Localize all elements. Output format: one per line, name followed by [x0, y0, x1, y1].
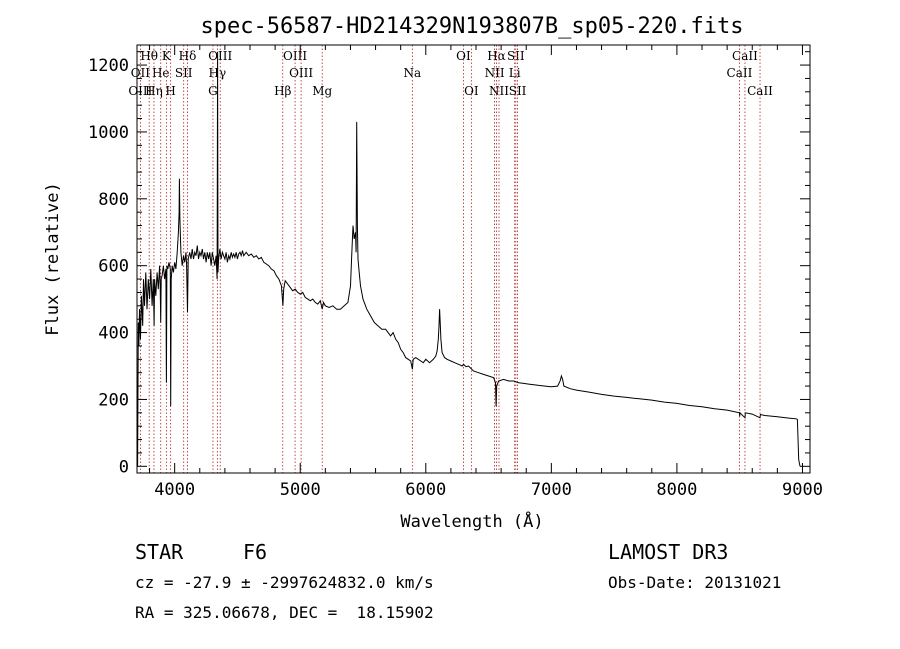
- spectral-line-label: Hβ: [274, 84, 291, 98]
- x-tick-label: 4000: [154, 480, 195, 500]
- spectral-line-label: SII: [509, 84, 527, 98]
- ra-dec-line: RA = 325.06678, DEC = 18.15902: [135, 603, 434, 622]
- survey-name: LAMOST DR3: [608, 540, 729, 564]
- x-tick-label: 5000: [280, 480, 321, 500]
- spectral-line-label: Hα: [487, 49, 506, 63]
- x-tick-label: 7000: [531, 480, 572, 500]
- spectral-line-label: OI: [456, 49, 471, 63]
- y-tick-label: 1000: [88, 123, 129, 143]
- spectral-line-label: Hθ: [140, 49, 158, 63]
- y-tick-label: 400: [98, 324, 129, 344]
- y-tick-label: 1200: [88, 56, 129, 76]
- spectral-line-label: Na: [404, 66, 422, 80]
- spectral-line-label: He: [152, 66, 170, 80]
- spectral-line-label: G: [208, 84, 218, 98]
- spectral-line-label: OIII: [283, 49, 307, 63]
- y-tick-label: 200: [98, 390, 129, 410]
- x-axis-label: Wavelength (Å): [400, 510, 543, 532]
- x-tick-label: 6000: [405, 480, 446, 500]
- spectral-line-label: Hδ: [179, 49, 197, 63]
- spectral-line-label: NII: [489, 84, 509, 98]
- spectral-line-label: Mg: [312, 84, 332, 98]
- redshift-line: cz = -27.9 ± -2997624832.0 km/s: [135, 573, 434, 592]
- plot-frame: [136, 44, 811, 474]
- spectral-line-label: OII: [131, 66, 151, 80]
- y-tick-label: 0: [119, 457, 129, 477]
- x-tick-label: 9000: [782, 480, 823, 500]
- spectral-line-label: OIII: [289, 66, 313, 80]
- y-tick-label: 600: [98, 257, 129, 277]
- flux-series-line: [136, 51, 801, 467]
- spectral-line-label: CaII: [732, 49, 758, 63]
- spectral-line-label: CaII: [727, 66, 753, 80]
- spectral-line-label: OIII: [208, 49, 232, 63]
- spectral-line-label: K: [162, 49, 172, 63]
- spectral-line-label: NII: [485, 66, 505, 80]
- spectral-line-label: H: [165, 84, 175, 98]
- spectral-line-label: SII: [175, 66, 193, 80]
- spectral-line-label: Hη: [145, 84, 163, 98]
- y-axis-label: Flux (relative): [43, 182, 63, 336]
- chart-title: spec-56587-HD214329N193807B_sp05-220.fit…: [200, 14, 743, 39]
- axis-ticks: 4000 5000 6000 7000 8000 9000 0 200 400 600 800 100…: [88, 45, 823, 500]
- spectral-line-label: SII: [507, 49, 525, 63]
- y-tick-label: 800: [98, 190, 129, 210]
- obs-date: Obs-Date: 20131021: [608, 573, 782, 592]
- x-tick-label: 8000: [656, 480, 697, 500]
- object-type: STAR: [135, 540, 184, 564]
- spectral-line-label: OIII: [128, 84, 152, 98]
- object-subclass: F6: [243, 540, 268, 564]
- spectral-line-label: OI: [464, 84, 479, 98]
- spectral-line-label: Li: [509, 66, 521, 80]
- spectral-line-label: CaII: [747, 84, 773, 98]
